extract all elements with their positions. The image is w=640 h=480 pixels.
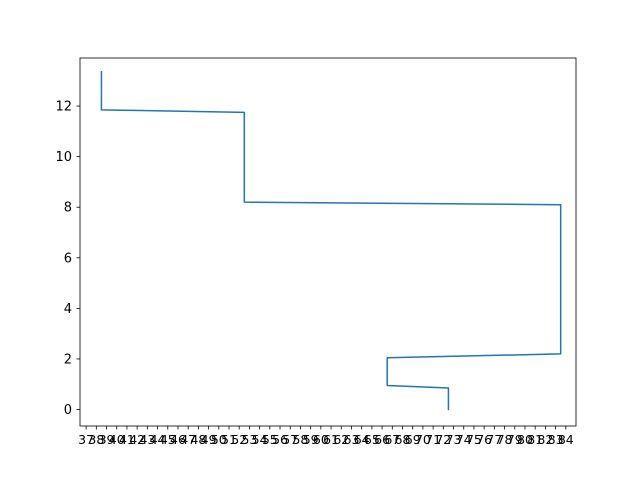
x-tick-label: 73 (446, 432, 462, 447)
x-tick-label: 49 (201, 432, 217, 447)
series-group (100, 71, 562, 411)
y-tick-label: 4 (64, 302, 72, 317)
x-tick-label: 38 (88, 432, 104, 447)
y-tick-label: 12 (55, 100, 72, 115)
x-tick-label: 62 (333, 432, 349, 447)
y-axis-ticks: 0 2 4 6 8 10 12 (55, 100, 80, 418)
x-tick-label: 60 (313, 432, 329, 447)
x-tick-label: 40 (109, 432, 125, 447)
x-tick-label: 55 (262, 432, 278, 447)
x-tick-label: 71 (425, 432, 441, 447)
x-tick-label: 52 (231, 432, 247, 447)
y-tick-label: 6 (64, 251, 72, 266)
x-tick-label: 64 (354, 432, 370, 447)
x-tick-label: 77 (486, 432, 502, 447)
x-tick-label: 45 (160, 432, 176, 447)
x-tick-label: 46 (170, 432, 186, 447)
y-tick-label: 2 (64, 352, 72, 367)
x-tick-label: 63 (344, 432, 360, 447)
x-tick-label: 41 (119, 432, 135, 447)
x-tick-label: 70 (415, 432, 431, 447)
x-tick-label: 43 (139, 432, 155, 447)
x-tick-label: 50 (211, 432, 227, 447)
x-axis-ticks: 3738394041424344454647484950515253545556… (78, 426, 574, 447)
x-tick-label: 61 (323, 432, 339, 447)
x-tick-label: 37 (78, 432, 94, 447)
y-tick-label: 0 (64, 403, 72, 418)
x-tick-label: 84 (558, 432, 574, 447)
x-tick-label: 75 (466, 432, 482, 447)
x-tick-label: 51 (221, 432, 237, 447)
x-tick-label: 59 (303, 432, 319, 447)
x-tick-label: 82 (537, 432, 553, 447)
x-tick-label: 65 (364, 432, 380, 447)
x-tick-label: 67 (384, 432, 400, 447)
x-tick-label: 69 (405, 432, 421, 447)
x-tick-label: 56 (272, 432, 288, 447)
y-tick-label: 8 (64, 201, 72, 216)
x-tick-label: 80 (517, 432, 533, 447)
x-tick-label: 83 (548, 432, 564, 447)
series-line-0 (100, 71, 562, 411)
x-tick-label: 66 (374, 432, 390, 447)
plot-area-frame (79, 57, 577, 427)
x-tick-label: 78 (497, 432, 513, 447)
y-tick-label: 10 (55, 150, 72, 165)
x-tick-label: 76 (476, 432, 492, 447)
x-tick-label: 42 (129, 432, 145, 447)
x-tick-label: 54 (252, 432, 268, 447)
x-tick-label: 81 (527, 432, 543, 447)
x-tick-label: 57 (282, 432, 298, 447)
x-tick-label: 72 (435, 432, 451, 447)
x-tick-label: 48 (190, 432, 206, 447)
x-tick-label: 44 (150, 432, 166, 447)
x-tick-label: 39 (99, 432, 115, 447)
x-tick-label: 47 (180, 432, 196, 447)
x-tick-label: 74 (456, 432, 472, 447)
x-tick-label: 79 (507, 432, 523, 447)
x-tick-label: 53 (241, 432, 257, 447)
x-tick-label: 58 (292, 432, 308, 447)
x-tick-label: 68 (395, 432, 411, 447)
